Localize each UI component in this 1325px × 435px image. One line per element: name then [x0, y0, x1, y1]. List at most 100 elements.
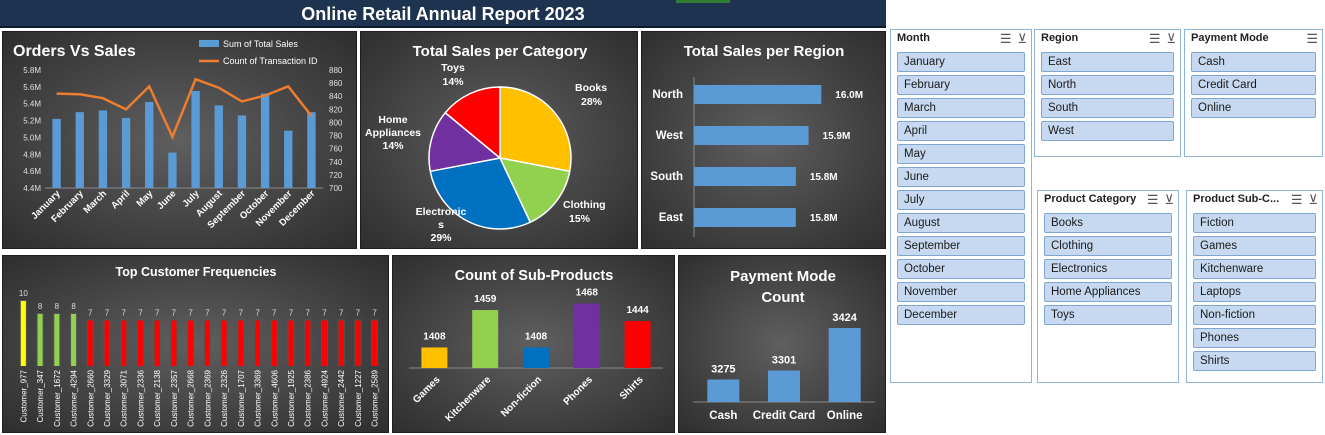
- customer-bar: [355, 320, 361, 366]
- clear-filter-icon[interactable]: ⊻: [1308, 192, 1318, 207]
- region-label: South: [650, 171, 683, 183]
- customer-tick-label: Customer_3369: [254, 369, 263, 426]
- slicer-item-kitchenware[interactable]: Kitchenware: [1193, 259, 1316, 279]
- subproduct-bar: [421, 347, 448, 368]
- multi-select-icon[interactable]: ☰: [999, 31, 1012, 46]
- slicer-item-games[interactable]: Games: [1193, 236, 1316, 256]
- clear-filter-icon[interactable]: ⊻: [1164, 192, 1174, 207]
- pie-slice-home-appliances: [428, 111, 502, 173]
- slicer-item-june[interactable]: June: [897, 167, 1025, 187]
- customer-bar: [87, 320, 93, 366]
- customer-tick-label: Customer_2369: [203, 369, 212, 426]
- pie-slice-electronics: [429, 157, 532, 230]
- slicer-item-november[interactable]: November: [897, 282, 1025, 302]
- subproduct-value-label: 1459: [474, 294, 497, 305]
- slicer-item-may[interactable]: May: [897, 144, 1025, 164]
- slicer-item-home-appliances[interactable]: Home Appliances: [1044, 282, 1172, 302]
- region-bar: [694, 85, 822, 104]
- customer-tick-label: Customer_2668: [187, 369, 196, 426]
- multi-select-icon[interactable]: ☰: [1146, 192, 1159, 207]
- subproduct-value-label: 1408: [423, 331, 446, 342]
- slicer-item-september[interactable]: September: [897, 236, 1025, 256]
- slicer-item-non-fiction[interactable]: Non-fiction: [1193, 305, 1316, 325]
- payment-bar: [768, 370, 800, 402]
- sales-per-category-chart: Total Sales per Category Books 28% Clothing…: [360, 31, 638, 249]
- slicer-region: Region ☰ ⊻ East North South West: [1034, 29, 1181, 157]
- x-tick-label: May: [135, 188, 156, 209]
- clear-filter-icon[interactable]: ⊻: [1017, 31, 1027, 46]
- slicer-item-south[interactable]: South: [1041, 98, 1174, 118]
- slicer-item-july[interactable]: July: [897, 190, 1025, 210]
- sales-per-region-svg: Total Sales per Region North 16.0M West 15.9…: [650, 43, 863, 237]
- slicer-item-phones[interactable]: Phones: [1193, 328, 1316, 348]
- chart-title: Count of Sub-Products: [455, 268, 614, 284]
- slicer-item-cash[interactable]: Cash: [1191, 52, 1316, 72]
- slicer-subcat-title: Product Sub-C...: [1193, 193, 1280, 205]
- multi-select-icon[interactable]: ☰: [1290, 192, 1303, 207]
- customer-bar: [137, 320, 143, 366]
- sheet-tab-indicator: [676, 0, 730, 3]
- slicer-item-clothing[interactable]: Clothing: [1044, 236, 1172, 256]
- chart-title: Payment Mode: [730, 268, 836, 285]
- slicer-payment-items: Cash Credit Card Online: [1191, 52, 1316, 121]
- payment-value-label: 3424: [832, 312, 857, 324]
- slicer-item-august[interactable]: August: [897, 213, 1025, 233]
- pie-pct: 14%: [382, 140, 404, 152]
- report-title: Online Retail Annual Report 2023: [0, 0, 886, 28]
- slicer-payment-mode: Payment Mode ☰ Cash Credit Card Online: [1184, 29, 1323, 157]
- payment-bar: [707, 379, 740, 402]
- slicer-item-books[interactable]: Books: [1044, 213, 1172, 233]
- slicer-item-east[interactable]: East: [1041, 52, 1174, 72]
- customer-value-label: 8: [71, 302, 76, 311]
- pie-slice-clothing: [498, 156, 571, 224]
- multi-select-icon[interactable]: ☰: [1148, 31, 1161, 46]
- customer-bar: [321, 320, 327, 366]
- y-left-tick: 5.4M: [23, 100, 41, 109]
- slicer-item-credit-card[interactable]: Credit Card: [1191, 75, 1316, 95]
- customer-bar: [271, 320, 277, 366]
- slicer-item-north[interactable]: North: [1041, 75, 1174, 95]
- y-left-tick: 5.8M: [23, 66, 41, 75]
- payment-tick-label: Cash: [709, 410, 737, 422]
- sub-products-chart: Count of Sub-Products 1408 Games 1459 Kitche…: [392, 255, 675, 433]
- y-right-tick: 740: [329, 158, 343, 167]
- slicer-item-electronics[interactable]: Electronics: [1044, 259, 1172, 279]
- customer-tick-label: Customer_2357: [170, 369, 179, 426]
- slicer-item-fiction[interactable]: Fiction: [1193, 213, 1316, 233]
- sales-bar: [145, 102, 154, 188]
- slicer-item-online[interactable]: Online: [1191, 98, 1316, 118]
- slicer-item-toys[interactable]: Toys: [1044, 305, 1172, 325]
- slicer-item-january[interactable]: January: [897, 52, 1025, 72]
- customer-tick-label: Customer_2660: [86, 369, 95, 426]
- customer-value-label: 7: [272, 309, 277, 318]
- region-value-label: 16.0M: [835, 90, 863, 101]
- customer-value-label: 7: [88, 309, 93, 318]
- slicer-item-west[interactable]: West: [1041, 121, 1174, 141]
- customer-tick-label: Customer_2336: [136, 369, 145, 426]
- customer-value-label: 7: [105, 309, 110, 318]
- customer-bar: [121, 320, 127, 366]
- customer-bar: [204, 320, 210, 366]
- slicer-item-february[interactable]: February: [897, 75, 1025, 95]
- y-right-tick: 780: [329, 132, 343, 141]
- customer-value-label: 7: [356, 309, 361, 318]
- slicer-item-march[interactable]: March: [897, 98, 1025, 118]
- pie-pct: 28%: [581, 96, 603, 108]
- y-right-tick: 820: [329, 105, 343, 114]
- pie-label: Appliances: [365, 127, 421, 139]
- payment-mode-chart: Payment Mode Count 3275 Cash 3301 Credit Card…: [678, 255, 886, 433]
- y-left-tick: 5.0M: [23, 133, 41, 142]
- pie-label: s: [438, 219, 444, 231]
- customer-value-label: 8: [38, 302, 43, 311]
- slicer-region-items: East North South West: [1041, 52, 1174, 144]
- slicer-item-december[interactable]: December: [897, 305, 1025, 325]
- slicer-item-october[interactable]: October: [897, 259, 1025, 279]
- slicer-item-april[interactable]: April: [897, 121, 1025, 141]
- sales-bar: [98, 110, 108, 188]
- customer-tick-label: Customer_2138: [153, 369, 162, 426]
- slicer-item-laptops[interactable]: Laptops: [1193, 282, 1316, 302]
- customer-value-label: 7: [289, 309, 294, 318]
- clear-filter-icon[interactable]: ⊻: [1166, 31, 1176, 46]
- slicer-item-shirts[interactable]: Shirts: [1193, 351, 1316, 371]
- multi-select-icon[interactable]: ☰: [1306, 31, 1318, 46]
